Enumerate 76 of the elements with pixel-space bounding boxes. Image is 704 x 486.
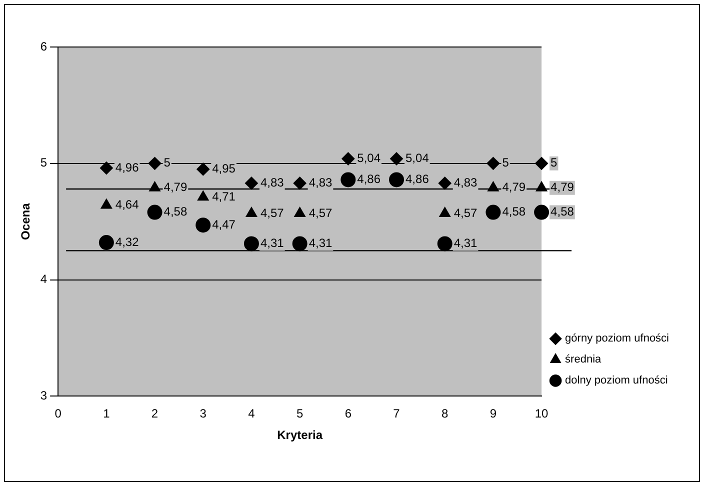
data-label: 4,86 — [406, 172, 430, 186]
point — [100, 162, 113, 175]
point — [534, 204, 550, 220]
data-label: 4,79 — [550, 180, 574, 194]
data-label: 5 — [550, 156, 558, 170]
x-tick-label: 10 — [534, 406, 549, 421]
data-label: 4,83 — [454, 176, 478, 190]
data-label: 4,57 — [308, 206, 332, 220]
data-label: 4,58 — [550, 204, 574, 219]
point — [438, 176, 452, 190]
x-tick-label: 2 — [151, 406, 158, 421]
point — [342, 152, 355, 166]
legend-label: dolny poziom ufności — [565, 374, 668, 387]
point — [196, 218, 211, 233]
x-tick-label: 1 — [103, 406, 110, 421]
point — [246, 206, 258, 217]
data-label: 4,83 — [308, 176, 332, 190]
x-tick-label: 8 — [442, 406, 449, 421]
y-tick-label: 6 — [40, 39, 48, 54]
data-label: 4,47 — [212, 217, 236, 232]
data-label: 4,57 — [454, 206, 478, 220]
x-tick-label: 3 — [200, 406, 207, 421]
data-label: 5 — [502, 156, 510, 170]
x-axis-title: Kryteria — [277, 428, 323, 442]
x-tick-label: 7 — [393, 406, 400, 421]
point — [244, 236, 259, 252]
x-tick-label: 9 — [490, 406, 497, 421]
data-label: 4,71 — [212, 189, 236, 204]
point — [294, 206, 306, 217]
data-label: 4,32 — [115, 234, 140, 249]
point — [340, 172, 356, 188]
point — [439, 206, 451, 217]
data-label: 5 — [164, 156, 171, 170]
point — [437, 236, 452, 252]
x-tick-label: 5 — [296, 406, 304, 421]
data-label: 4,58 — [502, 204, 526, 219]
x-tick-label: 6 — [344, 406, 352, 421]
point — [389, 172, 404, 188]
data-label: 4,79 — [502, 180, 526, 194]
legend-label: górny poziom ufności — [565, 332, 670, 345]
point — [535, 156, 548, 170]
point — [486, 156, 500, 170]
point — [147, 204, 162, 220]
data-label: 4,86 — [357, 172, 381, 186]
y-axis-title: Ocena — [18, 202, 33, 240]
y-tick-label: 5 — [40, 156, 48, 170]
point — [488, 181, 499, 192]
data-label: 4,31 — [260, 236, 284, 250]
data-label: 4,96 — [115, 160, 140, 174]
y-tick-label: 3 — [40, 388, 48, 403]
point — [292, 236, 308, 252]
data-label: 4,31 — [454, 236, 478, 250]
data-label: 4,31 — [308, 236, 332, 250]
point — [196, 162, 210, 176]
point — [149, 181, 160, 192]
y-tick-label: 4 — [40, 272, 48, 286]
x-tick-label: 4 — [248, 406, 256, 421]
data-label: 4,79 — [164, 180, 188, 194]
data-label: 4,57 — [260, 206, 284, 220]
data-label: 5,04 — [406, 151, 430, 166]
point — [197, 190, 209, 201]
point — [98, 235, 114, 250]
data-label: 4,58 — [164, 204, 188, 219]
data-label: 5,04 — [357, 151, 381, 166]
data-label: 4,64 — [115, 198, 140, 212]
data-label: 4,83 — [260, 176, 284, 190]
data-label: 4,95 — [212, 162, 236, 176]
point — [486, 204, 501, 220]
point — [244, 176, 258, 190]
point — [100, 198, 112, 209]
x-tick-label: 0 — [54, 406, 62, 421]
point — [148, 156, 162, 170]
point — [536, 181, 548, 192]
point — [293, 176, 306, 190]
legend-label: średnia — [565, 354, 602, 366]
point — [390, 152, 404, 166]
